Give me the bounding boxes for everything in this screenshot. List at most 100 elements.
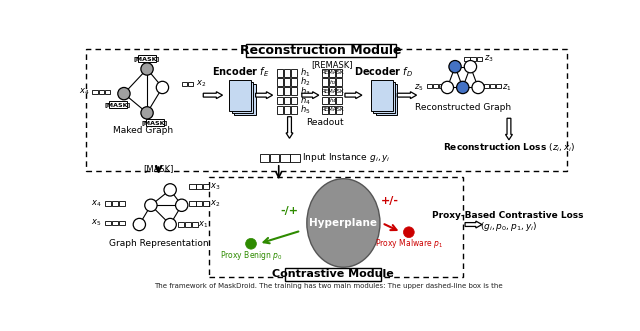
Bar xyxy=(209,177,463,277)
Text: Readout: Readout xyxy=(307,118,344,127)
Bar xyxy=(291,69,297,77)
Text: [MASK]: [MASK] xyxy=(105,102,131,107)
Text: +/-: +/- xyxy=(381,196,399,207)
Bar xyxy=(285,268,381,281)
Bar xyxy=(118,202,125,206)
Text: $x_5$: $x_5$ xyxy=(92,218,102,228)
Bar xyxy=(232,82,253,113)
Text: $x_1$: $x_1$ xyxy=(198,219,208,230)
Bar xyxy=(105,90,110,94)
Text: [MASK]: [MASK] xyxy=(141,120,168,125)
Bar xyxy=(86,49,566,170)
Circle shape xyxy=(164,184,176,196)
Text: Reconstructed Graph: Reconstructed Graph xyxy=(415,103,511,112)
Text: $x_4$: $x_4$ xyxy=(79,87,90,97)
Circle shape xyxy=(464,61,477,73)
Bar xyxy=(373,82,395,113)
Bar xyxy=(189,202,196,206)
Bar xyxy=(234,84,255,115)
Bar xyxy=(196,184,202,189)
Text: $z_5$: $z_5$ xyxy=(414,83,424,93)
FancyArrow shape xyxy=(204,92,223,99)
Bar xyxy=(109,101,127,108)
Bar xyxy=(260,154,269,162)
Text: Proxy Benign $p_0$: Proxy Benign $p_0$ xyxy=(220,249,282,262)
Bar xyxy=(336,97,342,104)
Bar xyxy=(192,222,198,227)
Bar xyxy=(329,78,335,86)
Text: $h_4$: $h_4$ xyxy=(329,96,337,105)
Text: $z_3$: $z_3$ xyxy=(484,54,493,64)
FancyArrow shape xyxy=(506,118,513,140)
Bar xyxy=(145,119,164,126)
Text: $h_1$: $h_1$ xyxy=(300,67,310,79)
Text: $x_2$: $x_2$ xyxy=(196,78,206,89)
Bar xyxy=(496,84,501,88)
Bar xyxy=(291,106,297,114)
Bar xyxy=(322,69,328,77)
FancyArrow shape xyxy=(465,221,482,228)
Text: $x_3$: $x_3$ xyxy=(210,181,221,192)
Bar xyxy=(246,44,396,58)
Text: REMASK: REMASK xyxy=(321,89,344,94)
Bar xyxy=(291,97,297,104)
Bar xyxy=(329,69,335,77)
Bar xyxy=(284,69,291,77)
Text: $h_4$: $h_4$ xyxy=(300,94,310,107)
Bar xyxy=(196,202,202,206)
Bar xyxy=(185,222,191,227)
FancyArrow shape xyxy=(345,92,362,99)
Bar xyxy=(322,97,328,104)
Bar xyxy=(277,87,284,95)
FancyArrow shape xyxy=(397,92,417,99)
Bar xyxy=(277,97,284,104)
Text: Reconstruction Module: Reconstruction Module xyxy=(239,44,401,57)
Bar xyxy=(284,87,291,95)
Bar xyxy=(277,106,284,114)
Bar xyxy=(284,78,291,86)
Bar xyxy=(477,57,482,61)
Bar xyxy=(118,221,125,225)
Text: [MASK]: [MASK] xyxy=(134,56,160,61)
Text: $x_4$: $x_4$ xyxy=(91,199,102,209)
Text: Proxy Malware $p_1$: Proxy Malware $p_1$ xyxy=(375,237,443,250)
Bar xyxy=(376,84,397,115)
Bar xyxy=(291,87,297,95)
Bar xyxy=(277,78,284,86)
Circle shape xyxy=(156,81,168,94)
Circle shape xyxy=(118,87,130,100)
Bar xyxy=(178,222,184,227)
Circle shape xyxy=(145,199,157,212)
Bar xyxy=(284,106,291,114)
Bar xyxy=(336,69,342,77)
Text: $h_2$: $h_2$ xyxy=(300,76,310,88)
Bar xyxy=(291,78,297,86)
Bar xyxy=(433,84,438,88)
Bar xyxy=(188,82,193,86)
Text: Hyperplane: Hyperplane xyxy=(309,218,378,228)
Text: The framework of MaskDroid. The training has two main modules: The upper dashed-: The framework of MaskDroid. The training… xyxy=(154,283,502,289)
Text: $z_1$: $z_1$ xyxy=(502,83,511,93)
Bar xyxy=(291,154,300,162)
Bar xyxy=(284,97,291,104)
Text: $h_2$: $h_2$ xyxy=(329,78,337,86)
Circle shape xyxy=(175,199,188,212)
Bar xyxy=(322,87,328,95)
Text: $x_2$: $x_2$ xyxy=(210,199,221,209)
FancyArrow shape xyxy=(286,117,293,138)
Bar xyxy=(484,84,489,88)
Circle shape xyxy=(472,81,484,94)
Text: -/+: -/+ xyxy=(280,206,298,216)
FancyArrow shape xyxy=(302,92,319,99)
Text: Input Instance $g_i,y_i$: Input Instance $g_i,y_i$ xyxy=(302,151,390,165)
Bar xyxy=(111,202,118,206)
Bar xyxy=(99,90,104,94)
FancyArrow shape xyxy=(255,92,273,99)
Circle shape xyxy=(164,218,176,231)
Bar xyxy=(189,184,196,189)
Bar xyxy=(427,84,432,88)
Bar xyxy=(230,80,251,111)
Bar xyxy=(371,80,393,111)
Bar xyxy=(336,78,342,86)
Bar xyxy=(336,87,342,95)
